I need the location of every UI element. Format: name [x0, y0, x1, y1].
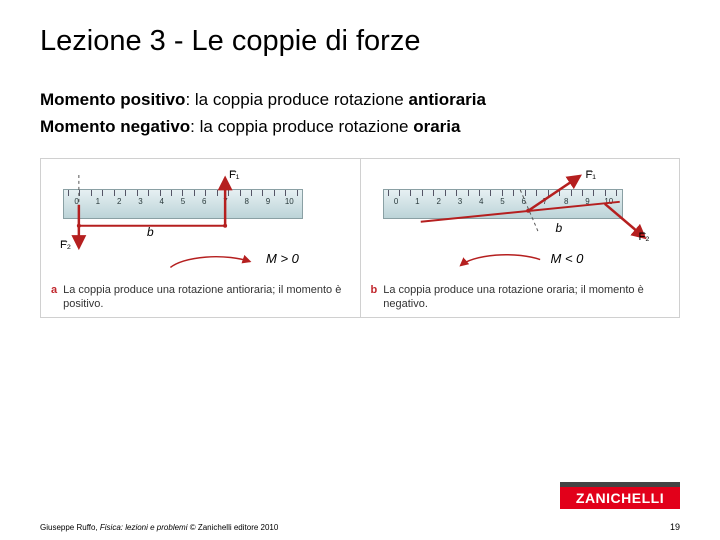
caption-b: b La coppia produce una rotazione oraria… [371, 283, 670, 312]
label-f2-a: →F₂ [60, 239, 71, 251]
definition-positive: Momento positivo: la coppia produce rota… [40, 86, 680, 140]
text-1a: : la coppia produce rotazione [185, 90, 408, 109]
label-m-b: M < 0 [551, 251, 584, 266]
panel-b: 012345678910 [360, 159, 680, 317]
panel-b-overlay [371, 169, 670, 280]
panel-a-figure: 012345678910 [51, 169, 350, 280]
caption-b-letter: b [371, 283, 378, 297]
panel-a: 012345678910 [41, 159, 360, 317]
term-antioraria: antioraria [409, 90, 486, 109]
ruler-a-numbers: 012345678910 [64, 197, 302, 206]
label-b-b: b [556, 221, 563, 235]
slide-footer: Giuseppe Ruffo, Fisica: lezioni e proble… [40, 522, 680, 532]
footer-credit: Giuseppe Ruffo, Fisica: lezioni e proble… [40, 523, 278, 532]
ruler-a: 012345678910 [63, 189, 303, 219]
publisher-logo: ZANICHELLI [560, 482, 680, 510]
ruler-b-numbers: 012345678910 [384, 197, 622, 206]
figure-container: 012345678910 [40, 158, 680, 318]
text-2a: : la coppia produce rotazione [190, 117, 413, 136]
ruler-b: 012345678910 [383, 189, 623, 219]
label-f2-b: →F₂ [639, 231, 650, 243]
caption-a-letter: a [51, 283, 57, 297]
page-number: 19 [670, 522, 680, 532]
logo-text: ZANICHELLI [560, 487, 680, 509]
term-negative: Momento negativo [40, 117, 190, 136]
term-positive: Momento positivo [40, 90, 185, 109]
page-title: Lezione 3 - Le coppie di forze [40, 25, 680, 58]
term-oraria: oraria [413, 117, 460, 136]
caption-a: a La coppia produce una rotazione antior… [51, 283, 350, 312]
panel-b-figure: 012345678910 [371, 169, 670, 280]
label-b-a: b [147, 225, 154, 239]
caption-a-text: La coppia produce una rotazione antiorar… [63, 283, 349, 312]
caption-b-text: La coppia produce una rotazione oraria; … [383, 283, 669, 312]
panel-a-overlay [51, 169, 350, 280]
label-m-a: M > 0 [266, 251, 299, 266]
label-f1-a: →F₁ [229, 169, 239, 181]
label-f1-b: →F₁ [586, 169, 596, 181]
